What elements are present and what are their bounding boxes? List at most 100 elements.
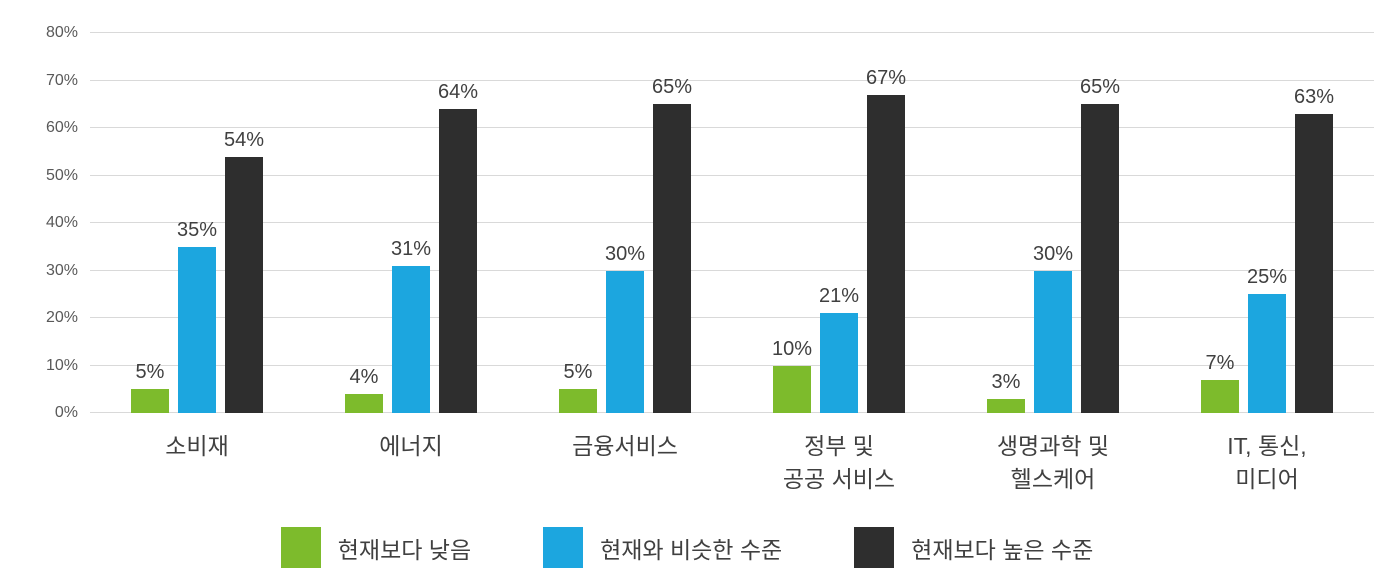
category-label: IT, 통신, 미디어 xyxy=(1201,430,1333,497)
bar-value-label: 30% xyxy=(604,242,646,265)
bar-value-label: 65% xyxy=(1079,76,1121,99)
bar xyxy=(1081,104,1119,413)
gridline xyxy=(90,174,1374,176)
bar-group: 5% 35% 54% xyxy=(131,130,264,413)
bar-value-label: 64% xyxy=(437,81,479,103)
gridline xyxy=(90,364,1374,366)
bar-value-label: 54% xyxy=(223,128,265,151)
plot-area: 5% 35% 54% 4% 31% 64% 5% 30% 65% 10% 21% 67% 3% 30% 65… xyxy=(90,32,1374,413)
y-tick-label: 40% xyxy=(45,214,78,231)
category-label-line: 금융서비스 xyxy=(572,433,678,459)
legend-swatch xyxy=(854,527,895,568)
bar xyxy=(653,104,691,413)
bar-wrap: 25% xyxy=(1247,267,1287,413)
y-tick-label: 0% xyxy=(54,404,78,421)
bar-value-label: 25% xyxy=(1246,266,1288,289)
bar xyxy=(178,246,216,413)
category-label: 에너지 xyxy=(345,430,477,497)
bar xyxy=(439,109,477,413)
bar xyxy=(606,270,644,413)
bar xyxy=(1034,270,1072,413)
bar-wrap: 67% xyxy=(866,68,906,413)
bar-wrap: 30% xyxy=(605,244,645,413)
legend-label: 현재보다 낮음 xyxy=(337,536,472,563)
category-label-line: 미디어 xyxy=(1235,466,1299,493)
bar-value-label: 7% xyxy=(1205,351,1235,374)
y-tick-label: 60% xyxy=(45,119,78,136)
legend-item: 현재보다 높은 수준 xyxy=(854,527,1093,568)
bar-wrap: 3% xyxy=(987,372,1025,413)
bar-wrap: 4% xyxy=(345,367,383,413)
bar xyxy=(773,365,811,413)
legend-label: 현재와 비슷한 수준 xyxy=(600,536,783,563)
gridline xyxy=(90,269,1374,271)
bar-wrap: 63% xyxy=(1294,87,1334,413)
bar-group: 3% 30% 65% xyxy=(987,77,1120,413)
gridline xyxy=(90,32,1374,33)
legend-swatch xyxy=(280,527,321,568)
bar xyxy=(987,398,1025,413)
bar-group: 7% 25% 63% xyxy=(1201,87,1334,413)
legend-swatch xyxy=(543,527,584,568)
y-tick-label: 20% xyxy=(45,309,78,326)
bar xyxy=(1295,113,1333,413)
bar-wrap: 65% xyxy=(1080,77,1120,413)
bar-wrap: 7% xyxy=(1201,353,1239,413)
bar-value-label: 35% xyxy=(176,218,218,241)
category-label-line: 공공 서비스 xyxy=(782,466,896,493)
category-label-line: 헬스케어 xyxy=(1010,466,1096,493)
bar-wrap: 5% xyxy=(559,362,597,413)
bar-value-label: 5% xyxy=(563,361,593,384)
bar-wrap: 35% xyxy=(177,220,217,413)
bar xyxy=(392,265,430,413)
bar xyxy=(820,313,858,413)
bar-value-label: 30% xyxy=(1032,242,1074,265)
gridline xyxy=(90,79,1374,81)
bar-value-label: 31% xyxy=(390,237,432,260)
legend: 현재보다 낮음 현재와 비슷한 수준 현재보다 높은 수준 xyxy=(0,527,1374,568)
legend-item: 현재보다 낮음 xyxy=(280,527,472,568)
bar-value-label: 67% xyxy=(865,66,907,89)
bar xyxy=(559,389,597,413)
bar-group: 10% 21% 67% xyxy=(772,68,906,413)
legend-label: 현재보다 높은 수준 xyxy=(911,536,1094,563)
y-axis: 0% 10% 20% 30% 40% 50% 60% 70% 80% xyxy=(0,25,78,421)
bar-wrap: 64% xyxy=(438,82,478,413)
y-tick-label: 50% xyxy=(45,166,78,184)
category-label-line: 소비재 xyxy=(165,433,229,459)
bar-value-label: 4% xyxy=(349,366,379,388)
gridline xyxy=(90,317,1374,318)
bar-value-label: 63% xyxy=(1293,85,1335,108)
category-label-line: IT, 통신, xyxy=(1227,433,1307,459)
category-label-line: 정부 및 xyxy=(804,433,874,459)
bar-wrap: 10% xyxy=(772,339,812,413)
bar xyxy=(345,394,383,413)
bar-wrap: 21% xyxy=(819,286,859,413)
bar-wrap: 30% xyxy=(1033,244,1073,413)
bar-group: 5% 30% 65% xyxy=(559,77,692,413)
bar-value-label: 5% xyxy=(135,361,165,384)
bar-value-label: 65% xyxy=(651,76,693,99)
bar-wrap: 65% xyxy=(652,77,692,413)
bar-group: 4% 31% 64% xyxy=(345,82,478,413)
gridline xyxy=(90,412,1374,413)
y-tick-label: 80% xyxy=(45,24,78,41)
category-label-line: 생명과학 및 xyxy=(996,433,1110,459)
category-label: 소비재 xyxy=(131,430,263,497)
bar-value-label: 3% xyxy=(991,370,1021,393)
y-tick-label: 10% xyxy=(45,356,78,374)
bar xyxy=(1248,294,1286,413)
bars-row: 5% 35% 54% 4% 31% 64% 5% 30% 65% 10% 21% 67% 3% 30% 65… xyxy=(90,33,1374,413)
category-label: 금융서비스 xyxy=(559,430,691,497)
bar xyxy=(867,94,905,413)
bar xyxy=(1201,379,1239,413)
bar-wrap: 54% xyxy=(224,130,264,413)
bar xyxy=(131,389,169,413)
gridline xyxy=(90,127,1374,128)
bar-wrap: 31% xyxy=(391,239,431,413)
gridline xyxy=(90,222,1374,223)
bar-value-label: 10% xyxy=(771,337,813,360)
